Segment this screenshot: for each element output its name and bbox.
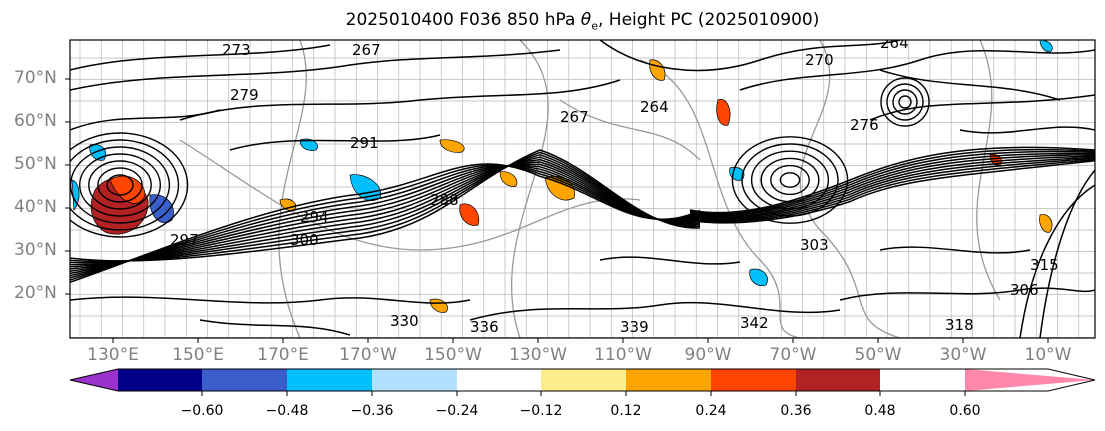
lat-label: 70°N: [14, 68, 57, 88]
colorbar-level-label: 0.24: [695, 403, 727, 419]
contour-label: 279: [230, 86, 259, 104]
contour-label: 264: [880, 34, 909, 52]
axis-ticks: [65, 78, 1049, 343]
lat-label: 20°N: [14, 283, 57, 303]
lon-label: 90°W: [684, 345, 732, 365]
lon-label: 130°W: [509, 345, 567, 365]
lon-label: 170°E: [257, 345, 309, 365]
anomaly-shading: [71, 40, 1053, 313]
lat-label: 30°N: [14, 240, 57, 260]
colorbar-bin: [287, 369, 372, 391]
lon-label: 50°W: [854, 345, 902, 365]
colorbar-bin: [457, 369, 541, 391]
theta-e-contours: [70, 40, 1095, 338]
colorbar-bin: [118, 369, 202, 391]
colorbar-bin: [711, 369, 796, 391]
contour-label: 303: [800, 236, 829, 254]
height-contours-gray: [179, 40, 1001, 338]
contour-label: 339: [620, 318, 649, 336]
lon-label: 110°W: [594, 345, 652, 365]
colorbar-outline: [69, 368, 1096, 392]
lon-label: 130°E: [87, 345, 139, 365]
contour-label: 330: [390, 312, 419, 330]
contour-label: 273: [222, 41, 251, 59]
lat-label: 40°N: [14, 197, 57, 217]
contour-label: 288: [430, 191, 459, 209]
lon-label: 150°E: [172, 345, 224, 365]
colorbar-level-label: −0.60: [180, 403, 224, 419]
map-title: 2025010400 F036 850 hPa θe, Height PC (2…: [0, 10, 1105, 32]
lon-label: 150°W: [424, 345, 482, 365]
contour-label: 297: [170, 231, 199, 249]
colorbar-level-label: 0.48: [864, 403, 896, 419]
contour-label: 270: [805, 51, 834, 69]
colorbar-level-label: −0.36: [350, 403, 394, 419]
title-suffix: , Height PC (2025010900): [597, 10, 820, 30]
contour-label: 306: [1010, 281, 1039, 299]
colorbar-bin: [541, 369, 626, 391]
lat-label: 50°N: [14, 154, 57, 174]
colorbar-level-label: 0.12: [610, 403, 642, 419]
contour-labels: 273 267 264 270 279 294 297 300 288 267 264 276 291 3…: [170, 34, 1059, 336]
contour-label: 294: [300, 208, 329, 226]
colorbar-bin: [372, 369, 457, 391]
colorbar-bin: [626, 369, 711, 391]
map-frame: [69, 39, 1096, 339]
contour-label: 336: [470, 318, 499, 336]
colorbar-extend-low: [70, 369, 118, 391]
colorbar-level-label: 0.60: [949, 403, 981, 419]
colorbar-level-label: 0.36: [780, 403, 812, 419]
colorbar-extend-high: [965, 369, 1095, 391]
contour-label: 267: [352, 41, 381, 59]
lon-label: 70°W: [769, 345, 817, 365]
lon-label: 30°W: [939, 345, 987, 365]
contour-label: 264: [640, 98, 669, 116]
colorbar-bin: [796, 369, 880, 391]
title-subscript: e: [591, 19, 598, 33]
lon-label: 10°W: [1024, 345, 1072, 365]
map-plot: 273 267 264 270 279 294 297 300 288 267 264 276 291 3…: [65, 34, 1096, 343]
contour-label: 342: [740, 314, 769, 332]
colorbar: [69, 368, 1096, 396]
contour-label: 267: [560, 108, 589, 126]
contour-label: 291: [350, 134, 379, 152]
colorbar-bin: [202, 369, 287, 391]
lon-label: 170°W: [339, 345, 397, 365]
contour-label: 300: [290, 231, 319, 249]
contour-label: 276: [850, 116, 879, 134]
contour-label: 318: [945, 316, 974, 334]
colorbar-level-label: −0.48: [265, 403, 309, 419]
contour-label: 315: [1030, 256, 1059, 274]
colorbar-level-label: −0.24: [435, 403, 479, 419]
title-text: 2025010400 F036 850 hPa: [345, 10, 576, 30]
colorbar-level-label: −0.12: [519, 403, 563, 419]
title-symbol: θ: [580, 10, 592, 30]
lat-label: 60°N: [14, 111, 57, 131]
